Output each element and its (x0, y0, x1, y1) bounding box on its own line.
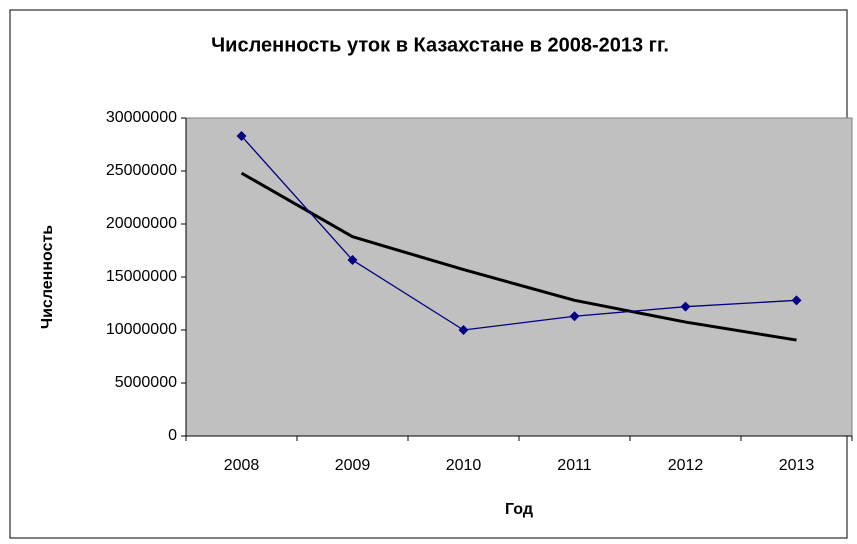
y-tick-label: 5000000 (115, 374, 177, 391)
marker (569, 311, 580, 322)
marker (458, 325, 469, 335)
chart-title: Численность уток в Казахстане в 2008-201… (211, 34, 669, 56)
x-tick-label: 2011 (557, 457, 592, 474)
y-tick-label: 20000000 (106, 215, 177, 232)
y-tick-label: 25000000 (106, 162, 177, 179)
plot-area (185, 117, 853, 437)
y-axis-title: Численность (39, 225, 56, 329)
x-tick-label: 2012 (668, 457, 704, 474)
x-tick-label: 2009 (335, 457, 371, 474)
marker (791, 295, 802, 306)
x-tick-label: 2010 (446, 457, 482, 474)
x-tick-label: 2008 (224, 457, 260, 474)
y-tick-label: 30000000 (106, 109, 177, 126)
marker (680, 301, 691, 312)
x-axis-title: Год (505, 501, 533, 518)
series-line (241, 135, 797, 331)
x-tick-label: 2013 (779, 457, 815, 474)
trend-line (240, 171, 797, 342)
y-tick-label: 0 (168, 427, 177, 444)
marker (347, 255, 358, 266)
y-tick-label: 15000000 (106, 268, 177, 285)
y-tick-label: 10000000 (106, 321, 177, 338)
marker (236, 131, 247, 142)
